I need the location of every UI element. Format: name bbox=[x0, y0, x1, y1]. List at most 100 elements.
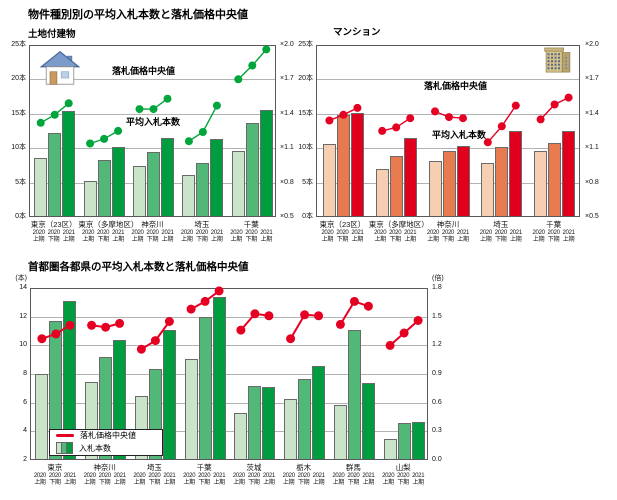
land-chart-subtitle: 土地付建物 bbox=[28, 29, 76, 40]
right-axis-tick-label: ×1.1 bbox=[585, 144, 599, 152]
category-label: 群馬 bbox=[345, 463, 361, 472]
period-label: 2021 上期 bbox=[351, 230, 364, 244]
period-labels: 2020 上期 2020 下期 2021 上期 bbox=[128, 230, 177, 244]
legend-bars-entry: 入札本数 bbox=[56, 442, 156, 454]
period-label: 2021 上期 bbox=[161, 230, 174, 244]
left-axis-tick-label: 25本 bbox=[11, 41, 26, 48]
right-axis-tick-label: 0.6 bbox=[432, 398, 442, 406]
mansion-chart-subtitle: マンション bbox=[333, 27, 381, 38]
period-label: 2021 上期 bbox=[213, 473, 226, 487]
data-point bbox=[385, 340, 395, 350]
period-labels: 2020 上期 2020 下期 2021 上期 bbox=[474, 230, 527, 244]
period-label: 2021 上期 bbox=[562, 230, 575, 244]
right-axis-tick-label: 1.2 bbox=[432, 341, 442, 349]
period-labels: 2020 上期 2020 下期 2021 上期 bbox=[30, 473, 80, 487]
category-label: 神奈川 bbox=[93, 463, 116, 472]
period-label: 2020 上期 bbox=[282, 473, 295, 487]
period-label: 2021 上期 bbox=[63, 473, 76, 487]
data-point bbox=[86, 139, 95, 148]
right-axis-tick-label: 0.3 bbox=[432, 427, 442, 435]
left-axis-unit-label: (本) bbox=[15, 275, 27, 282]
right-axis-tick-label: 0.0 bbox=[432, 456, 442, 463]
data-point bbox=[406, 114, 415, 123]
bar bbox=[62, 111, 76, 216]
data-point bbox=[64, 99, 73, 108]
data-point bbox=[392, 123, 401, 132]
data-point bbox=[36, 118, 45, 127]
bar bbox=[389, 156, 403, 216]
data-point bbox=[101, 322, 111, 332]
data-point bbox=[550, 100, 559, 109]
left-axis-tick-label: 20本 bbox=[298, 75, 313, 83]
period-label: 2020 上期 bbox=[131, 230, 144, 244]
legend-line-entry: 落札価格中央値 bbox=[56, 431, 156, 440]
right-axis-tick-label: ×1.1 bbox=[280, 144, 294, 152]
period-label: 2021 上期 bbox=[456, 230, 470, 244]
data-point bbox=[497, 122, 506, 131]
data-point bbox=[413, 316, 423, 325]
right-axis-tick-label: ×0.8 bbox=[280, 178, 294, 186]
bar bbox=[48, 133, 62, 216]
bar bbox=[231, 151, 245, 216]
bar bbox=[34, 158, 48, 216]
right-axis-tick-label: ×1.4 bbox=[280, 109, 294, 117]
period-labels: 2020 上期 2020 下期 2021 上期 bbox=[369, 230, 422, 244]
period-label: 2020 下期 bbox=[48, 473, 61, 487]
grid-line bbox=[30, 114, 275, 115]
data-point bbox=[264, 311, 274, 321]
right-axis-tick-label: 1.8 bbox=[432, 284, 442, 291]
bar bbox=[361, 383, 375, 459]
period-label: 2021 上期 bbox=[262, 473, 275, 487]
period-label: 2020 上期 bbox=[426, 230, 440, 244]
data-point bbox=[186, 304, 196, 314]
bar bbox=[262, 387, 276, 459]
data-point bbox=[286, 334, 296, 344]
bar bbox=[245, 123, 259, 216]
period-label: 2020 上期 bbox=[232, 473, 245, 487]
bar bbox=[83, 181, 97, 216]
data-point bbox=[349, 296, 359, 306]
data-point bbox=[136, 344, 146, 354]
land-plot-area bbox=[29, 45, 276, 217]
period-labels: 2020 上期 2020 下期 2021 上期 bbox=[80, 473, 130, 487]
period-label: 2021 上期 bbox=[112, 230, 125, 244]
left-axis-tick-label: 10本 bbox=[298, 144, 313, 152]
period-label: 2021 上期 bbox=[260, 230, 273, 244]
bar bbox=[248, 386, 262, 459]
period-label: 2020 下期 bbox=[195, 230, 208, 244]
bars-swatch bbox=[56, 442, 73, 454]
bar bbox=[350, 113, 364, 216]
bar bbox=[49, 321, 63, 459]
period-label: 2020 上期 bbox=[382, 473, 395, 487]
data-point bbox=[399, 328, 409, 338]
period-label: 2020 下期 bbox=[397, 473, 410, 487]
period-label: 2021 上期 bbox=[404, 230, 417, 244]
bar bbox=[210, 139, 224, 216]
right-axis-tick-label: ×0.5 bbox=[280, 213, 294, 220]
period-labels: 2020 上期 2020 下期 2021 上期 bbox=[177, 230, 226, 244]
data-line-layer bbox=[325, 93, 573, 147]
period-labels: 2020 上期 2020 下期 2021 上期 bbox=[179, 473, 229, 487]
category-label: 神奈川 bbox=[141, 220, 164, 229]
period-label: 2020 上期 bbox=[183, 473, 196, 487]
bar bbox=[428, 161, 442, 216]
period-label: 2020 下期 bbox=[389, 230, 402, 244]
data-point bbox=[511, 101, 520, 110]
grid-line bbox=[31, 345, 427, 346]
bar bbox=[63, 301, 77, 459]
left-axis-tick-label: 20本 bbox=[11, 75, 26, 83]
data-point bbox=[445, 113, 453, 122]
period-label: 2020 上期 bbox=[33, 473, 46, 487]
bar bbox=[161, 138, 174, 216]
data-point bbox=[37, 334, 47, 344]
avg-bids-label: 平均入札本数 bbox=[126, 117, 181, 127]
right-axis-tick-label: ×1.4 bbox=[585, 109, 599, 117]
period-label: 2020 上期 bbox=[32, 230, 45, 244]
period-label: 2020 下期 bbox=[245, 230, 258, 244]
page-title: 物件種別別の平均入札本数と落札価格中央値 bbox=[28, 9, 248, 21]
left-axis-tick-label: 14 bbox=[19, 284, 27, 291]
category-label: 埼玉 bbox=[146, 463, 162, 472]
data-point bbox=[378, 126, 387, 135]
data-point bbox=[87, 320, 97, 330]
data-point bbox=[51, 329, 61, 339]
